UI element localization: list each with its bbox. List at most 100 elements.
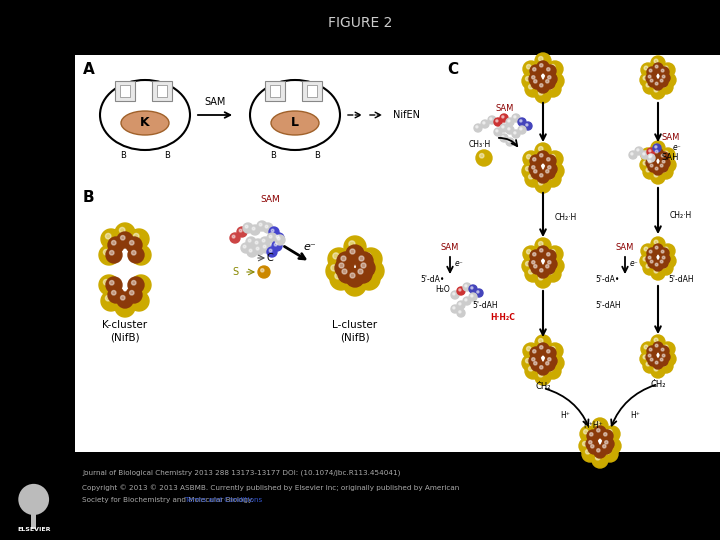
Circle shape [506,138,514,146]
Text: Journal of Biological Chemistry 2013 288 13173-13177 DOI: (10.1074/jbc.R113.4540: Journal of Biological Chemistry 2013 288… [82,470,400,476]
Circle shape [653,144,661,152]
Circle shape [264,245,266,248]
FancyBboxPatch shape [270,85,280,97]
Circle shape [540,366,543,369]
Circle shape [475,289,483,297]
Circle shape [506,118,514,126]
Circle shape [583,429,588,434]
Text: 5'-dA•: 5'-dA• [595,275,620,285]
Text: (NifB): (NifB) [110,332,140,342]
Circle shape [654,146,657,148]
Circle shape [640,73,654,87]
Ellipse shape [250,80,340,150]
Circle shape [590,444,594,448]
Text: 5'-dAH: 5'-dAH [472,300,498,309]
Circle shape [531,166,535,169]
Circle shape [649,156,651,158]
Circle shape [537,343,549,355]
Circle shape [526,77,530,81]
Circle shape [646,352,656,362]
Circle shape [540,84,543,87]
Circle shape [643,359,657,373]
Circle shape [326,260,348,282]
Circle shape [350,273,355,278]
Circle shape [522,355,538,371]
Circle shape [534,170,537,173]
Circle shape [659,359,673,373]
Circle shape [660,164,663,167]
Circle shape [605,438,621,454]
Circle shape [130,291,134,295]
Circle shape [658,356,668,366]
Circle shape [237,227,247,237]
Circle shape [551,64,555,69]
Circle shape [539,57,543,61]
Circle shape [649,250,652,253]
Text: SAM: SAM [441,243,459,252]
Circle shape [655,246,658,249]
Circle shape [664,345,668,349]
Circle shape [585,449,590,454]
Circle shape [494,118,502,126]
Circle shape [579,438,595,454]
Circle shape [533,349,536,353]
Circle shape [539,91,543,95]
Circle shape [662,75,665,78]
Circle shape [269,227,279,237]
Circle shape [131,275,151,295]
Circle shape [258,266,270,278]
Circle shape [544,65,556,77]
Circle shape [660,79,663,82]
Circle shape [337,252,355,270]
Circle shape [533,158,536,161]
Circle shape [341,256,346,261]
Circle shape [272,241,282,251]
Circle shape [361,263,366,268]
Text: (NifB): (NifB) [340,332,370,342]
Circle shape [480,153,484,158]
Circle shape [276,235,279,238]
Circle shape [465,285,467,287]
Circle shape [269,249,272,252]
Circle shape [662,264,666,268]
Circle shape [335,259,353,277]
Circle shape [243,245,246,248]
Circle shape [551,249,555,254]
Circle shape [545,258,557,270]
Circle shape [108,237,124,253]
Circle shape [342,269,347,274]
Text: e⁻: e⁻ [303,242,316,252]
Circle shape [544,347,556,359]
Circle shape [648,77,658,87]
Circle shape [534,362,537,365]
Circle shape [263,223,273,233]
FancyBboxPatch shape [265,81,285,101]
Circle shape [546,253,550,256]
Circle shape [500,114,508,122]
Circle shape [587,430,599,442]
Circle shape [646,73,656,83]
Circle shape [644,66,648,70]
Circle shape [508,120,510,122]
Circle shape [531,261,535,264]
Circle shape [530,347,542,359]
Circle shape [359,256,364,261]
Circle shape [643,355,647,359]
Circle shape [659,67,669,77]
Circle shape [246,225,248,228]
Circle shape [661,342,675,356]
Circle shape [528,174,533,179]
Circle shape [543,77,555,89]
Circle shape [606,449,610,454]
Circle shape [654,240,658,244]
Circle shape [331,265,337,271]
Circle shape [548,355,564,371]
Text: CH₂·H: CH₂·H [555,213,577,222]
Circle shape [662,160,665,163]
Circle shape [654,173,658,177]
Circle shape [476,126,478,128]
Circle shape [344,274,366,296]
Circle shape [481,120,489,128]
Circle shape [239,229,242,232]
Circle shape [363,273,369,279]
